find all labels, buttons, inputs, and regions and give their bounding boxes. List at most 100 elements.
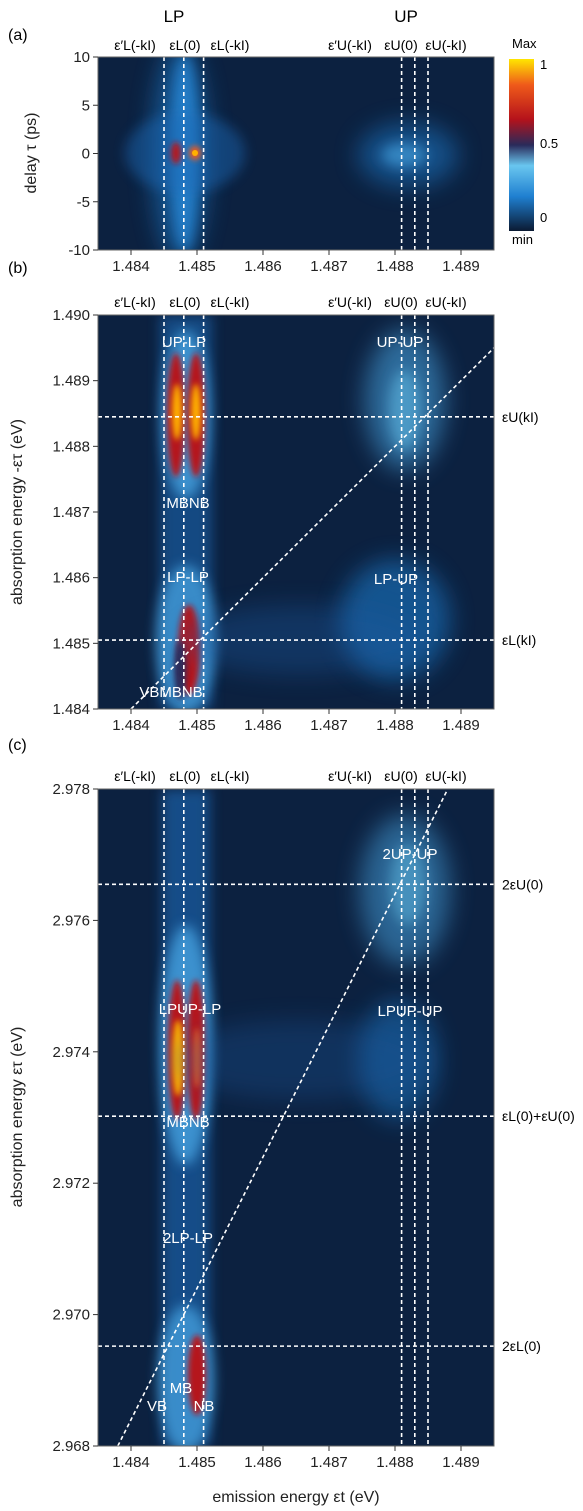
panel-label-b: (b)	[8, 260, 28, 277]
x-tick-label: 1.484	[112, 717, 150, 734]
annotation-nb: NB	[194, 1398, 215, 1415]
y-tick-label: 1.490	[52, 307, 90, 324]
up-upper-core-b	[389, 370, 421, 450]
y-tick-label: 0	[82, 146, 90, 163]
y-tick-label: 2.978	[52, 781, 90, 798]
guide-line-label: εL(kI)	[502, 632, 536, 648]
x-axis-label-c: emission energy εt (eV)	[212, 1489, 379, 1506]
lp-upper-hot-left-b	[172, 384, 182, 440]
guide-line-label: εU(kI)	[502, 409, 539, 425]
annotations-b: UP-LP UP-UP MBNB LP-LP LP-UP VBMBNB	[139, 334, 423, 701]
annotation-mb: MB	[170, 1380, 193, 1397]
annotation-2lp-lp: 2LP-LP	[163, 1230, 213, 1247]
x-tick-label: 1.488	[376, 1454, 414, 1471]
x-tick-label: 1.484	[112, 258, 150, 275]
cross-glow-c	[170, 1020, 430, 1100]
top-labels-a: ε′L(-kI) εL(0) εL(-kI) ε′U(-kI) εU(0) εU…	[114, 37, 466, 53]
top-label-lp-prime: ε′L(-kI)	[114, 294, 156, 310]
y-tick-label: 1.486	[52, 570, 90, 587]
axes-b: 1.484 1.485 1.486 1.487 1.488 1.489 1.490 1.489…	[52, 307, 479, 734]
colorbar-min-label: min	[512, 232, 533, 247]
group-label-lp: LP	[164, 7, 185, 26]
annotation-lp-up: LP-UP	[374, 571, 418, 588]
top-label-up-prime: ε′U(-kI)	[328, 37, 372, 53]
y-axis-label-b: absorption energy -ετ (eV)	[9, 419, 26, 605]
top-label-lp-zero: εL(0)	[169, 37, 200, 53]
annotation-mbnb: MBNB	[166, 495, 209, 512]
x-tick-label: 1.486	[244, 1454, 282, 1471]
panel-label-c: (c)	[8, 737, 27, 754]
guide-line-label: 2εL(0)	[502, 1338, 541, 1354]
y-tick-label: 10	[73, 49, 90, 66]
diagonal-guide-line	[117, 788, 449, 1447]
annotation-up-lp: UP-LP	[162, 334, 206, 351]
top-label-up-zero: εU(0)	[384, 768, 417, 784]
axes-a: 1.484 1.485 1.486 1.487 1.488 1.489 10 5 0 -5 -10	[68, 49, 479, 275]
top-label-up-k: εU(-kI)	[425, 294, 466, 310]
y-tick-label: 2.976	[52, 912, 90, 929]
y-tick-label: 1.489	[52, 373, 90, 390]
x-tick-label: 1.487	[310, 1454, 348, 1471]
annotation-lpup-up: LPUP-UP	[377, 1003, 442, 1020]
y-tick-label: 2.968	[52, 1438, 90, 1455]
annotation-up-up: UP-UP	[377, 334, 424, 351]
x-tick-label: 1.487	[310, 258, 348, 275]
y-tick-label: 1.487	[52, 504, 90, 521]
x-tick-label: 1.489	[442, 258, 480, 275]
diagonal-guide-line	[130, 347, 495, 710]
top-label-lp-k: εL(-kI)	[211, 294, 250, 310]
top-label-lp-zero: εL(0)	[169, 294, 200, 310]
top-labels-b: ε′L(-kI) εL(0) εL(-kI) ε′U(-kI) εU(0) εU…	[114, 294, 466, 310]
axes-c: 1.484 1.485 1.486 1.487 1.488 1.489 2.978 2.976…	[52, 781, 479, 1471]
frame-c	[97, 788, 495, 1447]
colorbar-max-label: Max	[512, 36, 537, 51]
lp-low-red-c	[188, 1335, 206, 1415]
y-tick-label: 1.484	[52, 701, 90, 718]
y-tick-label: -10	[68, 242, 90, 259]
top-label-up-zero: εU(0)	[384, 37, 417, 53]
y-axis-label-c: absorption energy ετ (eV)	[9, 1027, 26, 1208]
top-label-lp-prime: ε′L(-kI)	[114, 768, 156, 784]
panel-b: (b) ε′L(-kI) εL(0) εL(-kI) ε′U(-kI) εU(0…	[8, 260, 539, 734]
x-tick-label: 1.485	[178, 258, 216, 275]
x-tick-label: 1.486	[244, 258, 282, 275]
x-tick-label: 1.489	[442, 1454, 480, 1471]
y-tick-label: 1.488	[52, 438, 90, 455]
x-tick-label: 1.485	[178, 1454, 216, 1471]
top-label-up-zero: εU(0)	[384, 294, 417, 310]
y-tick-label: 2.970	[52, 1307, 90, 1324]
y-tick-label: 2.974	[52, 1044, 90, 1061]
annotation-lp-lp: LP-LP	[167, 569, 209, 586]
annotations-c: 2UP-UP LPUP-LP LPUP-UP MBNB 2LP-LP MB VB…	[147, 846, 443, 1415]
panel-a: (a) ε′L(-kI) εL(0) εL(-kI) ε′U(-kI) εU(0…	[8, 27, 558, 275]
colorbar-gradient	[509, 59, 534, 231]
top-label-up-prime: ε′U(-kI)	[328, 294, 372, 310]
x-tick-label: 1.488	[376, 717, 414, 734]
heatmap-a	[125, 57, 458, 250]
up-core-a	[382, 143, 426, 167]
top-label-lp-prime: ε′L(-kI)	[114, 37, 156, 53]
guide-line-label: 2εU(0)	[502, 876, 543, 892]
x-tick-label: 1.484	[112, 1454, 150, 1471]
top-label-up-prime: ε′U(-kI)	[328, 768, 372, 784]
top-label-lp-k: εL(-kI)	[211, 768, 250, 784]
right-labels-c: 2εU(0) εL(0)+εU(0) 2εL(0)	[502, 876, 575, 1354]
top-label-lp-zero: εL(0)	[169, 768, 200, 784]
colorbar-tick-1: 1	[540, 57, 547, 72]
x-tick-label: 1.488	[376, 258, 414, 275]
y-tick-label: 5	[82, 97, 90, 114]
annotation-vb: VB	[147, 1398, 167, 1415]
top-label-up-k: εU(-kI)	[425, 37, 466, 53]
top-label-lp-k: εL(-kI)	[211, 37, 250, 53]
annotation-vbmbnb: VBMBNB	[139, 684, 202, 701]
y-tick-label: 1.485	[52, 635, 90, 652]
x-tick-label: 1.487	[310, 717, 348, 734]
top-label-up-k: εU(-kI)	[425, 768, 466, 784]
x-tick-label: 1.486	[244, 717, 282, 734]
colorbar: Max 1 0.5 0 min	[509, 36, 558, 247]
panel-label-a: (a)	[8, 27, 28, 44]
guides-b	[98, 315, 495, 710]
lp-fringes-a	[125, 113, 245, 193]
annotation-mbnb: MBNB	[166, 1114, 209, 1131]
